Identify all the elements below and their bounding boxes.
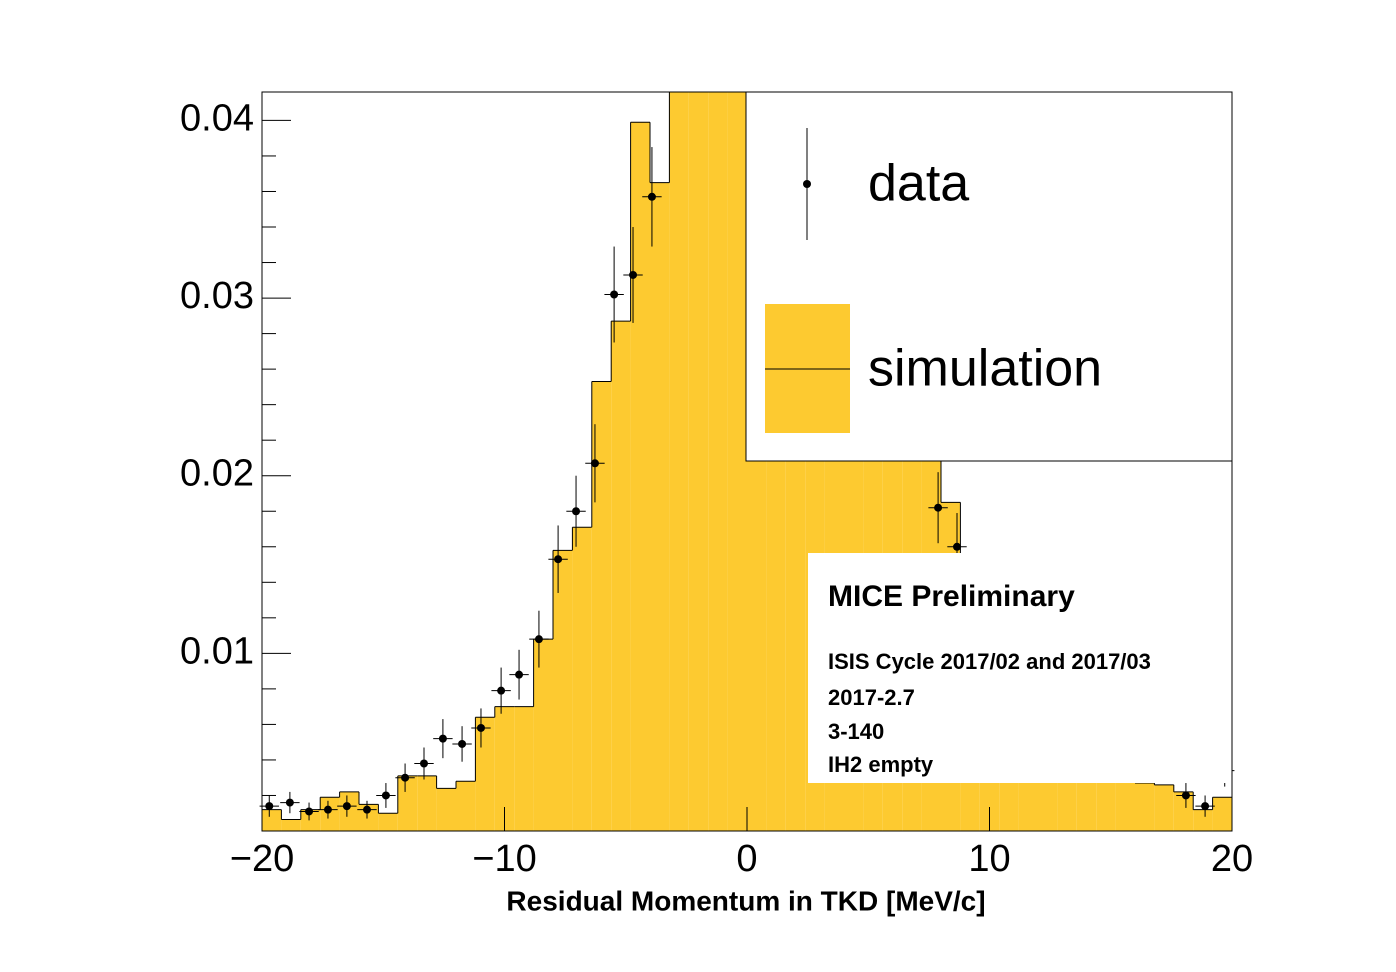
annotation: ISIS Cycle 2017/02 and 2017/03 bbox=[828, 649, 1151, 674]
y-tick-label: 0.03 bbox=[180, 275, 254, 317]
data-point bbox=[285, 798, 294, 807]
y-tick-label: 0.04 bbox=[180, 97, 254, 139]
data-point bbox=[323, 805, 332, 814]
data-point bbox=[381, 791, 390, 800]
data-point bbox=[305, 807, 314, 816]
data-point bbox=[342, 802, 351, 811]
data-point bbox=[1181, 791, 1190, 800]
annotation: 2017-2.7 bbox=[828, 685, 915, 710]
data-point bbox=[419, 759, 428, 768]
bin bbox=[475, 717, 495, 831]
data-point bbox=[953, 542, 962, 551]
data-point bbox=[497, 686, 506, 695]
bin bbox=[397, 775, 418, 831]
bin bbox=[456, 781, 476, 831]
data-point bbox=[934, 503, 943, 512]
data-point bbox=[590, 459, 599, 468]
data-point bbox=[458, 739, 467, 748]
bin bbox=[630, 122, 650, 831]
data-point bbox=[629, 270, 638, 279]
legend-marker bbox=[803, 180, 811, 188]
bin bbox=[1193, 809, 1213, 831]
data-point bbox=[572, 507, 581, 516]
data-point bbox=[401, 773, 410, 782]
data-point bbox=[1201, 802, 1210, 811]
bin bbox=[436, 788, 456, 831]
annotation: MICE Preliminary bbox=[828, 580, 1075, 613]
data-point bbox=[438, 734, 447, 743]
bin bbox=[514, 706, 534, 831]
annotation: IH2 empty bbox=[828, 752, 934, 777]
bin bbox=[572, 527, 592, 831]
bin bbox=[300, 809, 321, 831]
data-point bbox=[476, 723, 485, 732]
y-tick-label: 0.02 bbox=[180, 453, 254, 495]
bin bbox=[611, 321, 631, 831]
bin bbox=[262, 809, 282, 831]
annotation: 3-140 bbox=[828, 719, 884, 744]
bin bbox=[650, 182, 670, 831]
data-point bbox=[265, 802, 274, 811]
bin bbox=[281, 819, 301, 831]
x-axis-label: Residual Momentum in TKD [MeV/c] bbox=[506, 885, 985, 916]
data-point bbox=[610, 290, 619, 299]
bin bbox=[727, 92, 747, 831]
bin bbox=[1135, 783, 1155, 831]
bin bbox=[708, 92, 728, 831]
legend-label: simulation bbox=[868, 340, 1102, 398]
bin bbox=[669, 92, 689, 831]
bin bbox=[1115, 772, 1135, 831]
bin bbox=[417, 775, 437, 831]
data-point bbox=[363, 805, 372, 814]
bin bbox=[320, 797, 340, 831]
bin bbox=[378, 813, 398, 831]
x-tick-label: 0 bbox=[736, 838, 757, 880]
bin bbox=[339, 791, 359, 831]
annotation-box bbox=[808, 553, 1232, 783]
x-tick-label: −20 bbox=[230, 838, 294, 880]
x-tick-label: 20 bbox=[1211, 838, 1253, 880]
bin bbox=[553, 550, 573, 831]
bin bbox=[1154, 784, 1174, 831]
y-tick-label: 0.01 bbox=[180, 630, 254, 672]
data-point bbox=[554, 555, 563, 564]
data-point bbox=[515, 670, 524, 679]
bin bbox=[1212, 797, 1232, 831]
data-point bbox=[647, 192, 656, 201]
bin bbox=[533, 639, 553, 831]
legend-label: data bbox=[868, 155, 969, 213]
bin bbox=[494, 706, 515, 831]
overlay: data simulation MICE Preliminary ISIS Cycle… bbox=[259, 91, 1235, 821]
x-tick-label: −10 bbox=[472, 838, 536, 880]
bin bbox=[688, 92, 709, 831]
data-point bbox=[534, 635, 543, 644]
bin bbox=[1173, 791, 1194, 831]
bin bbox=[591, 381, 612, 831]
x-tick-label: 10 bbox=[968, 838, 1010, 880]
